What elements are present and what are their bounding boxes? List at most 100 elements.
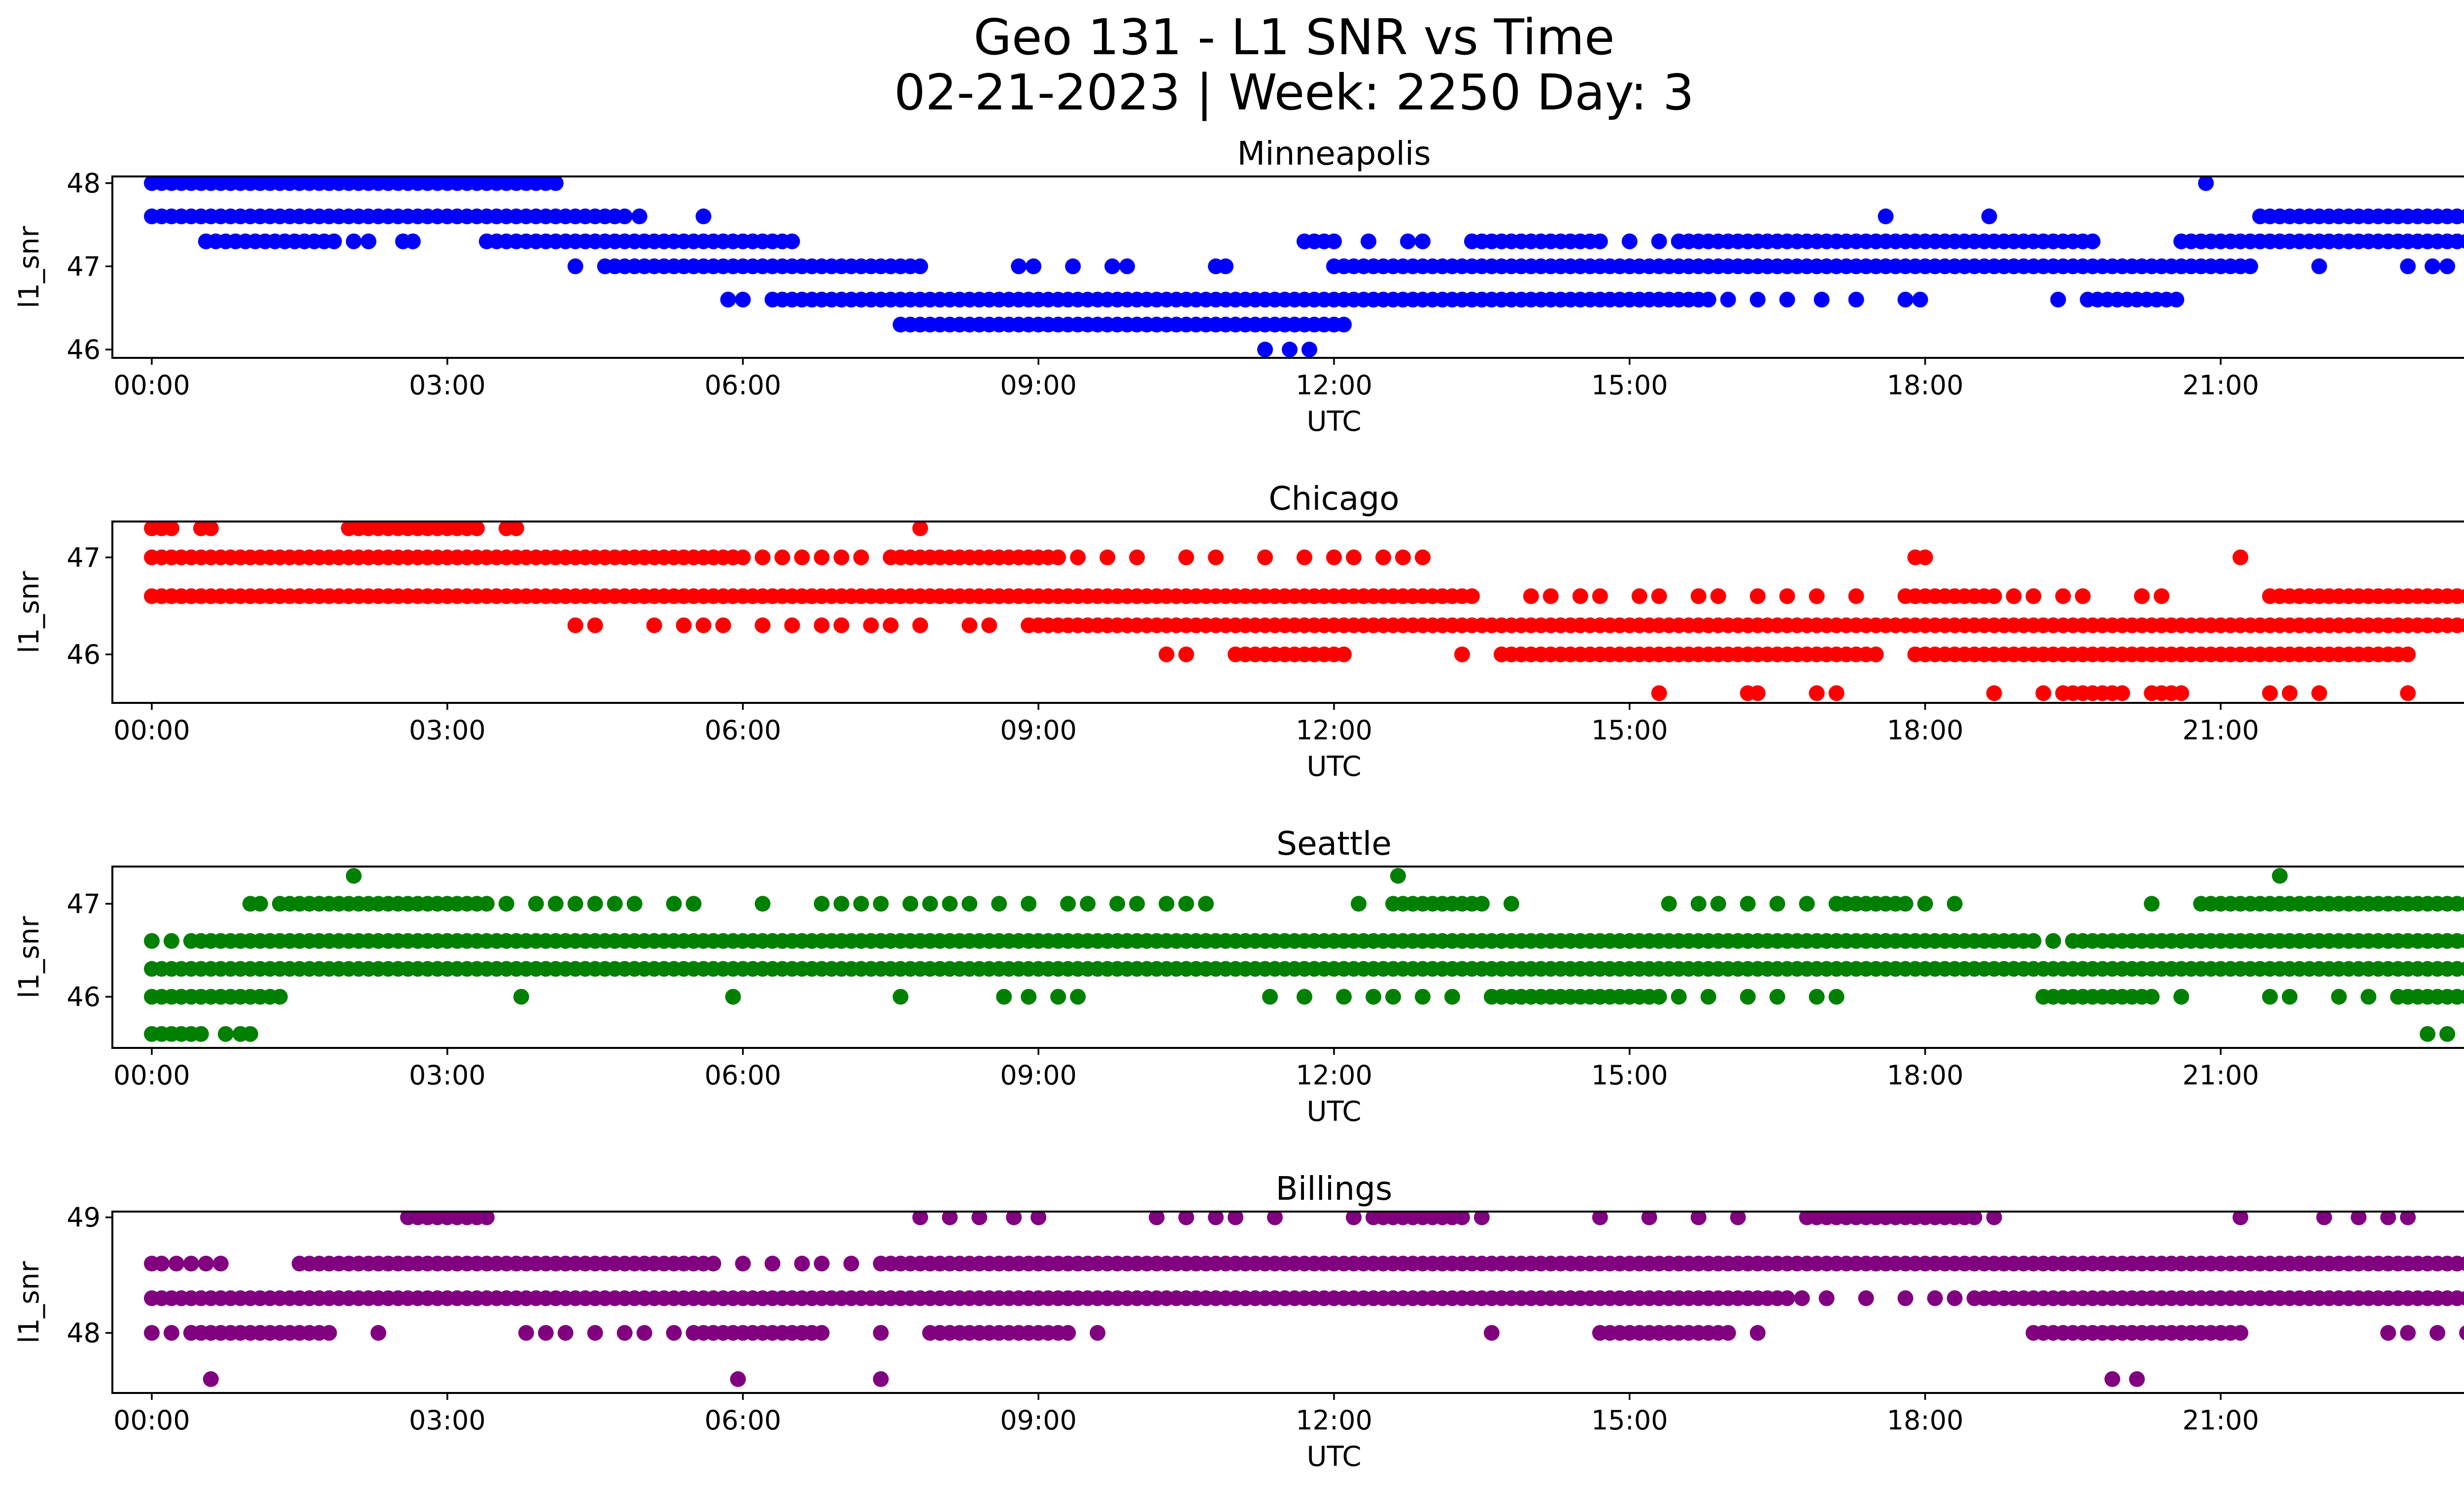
scatter-point: [164, 522, 179, 536]
scatter-point: [1828, 989, 1845, 1005]
scatter-point: [1395, 549, 1411, 565]
y-tick-label: 46: [67, 334, 101, 365]
y-axis-label: l1_snr: [13, 916, 45, 999]
scatter-point: [735, 1255, 751, 1272]
scatter-point: [2459, 989, 2464, 1004]
panel-billings: Billings 00:00 03:00 06:00 09:00 12:00 15:00 18…: [13, 1170, 2464, 1473]
scatter-point: [2075, 588, 2091, 604]
scatter-point: [1301, 342, 1317, 358]
scatter-point: [567, 258, 583, 275]
scatter-point: [971, 1212, 988, 1225]
scatter-point: [2035, 685, 2052, 701]
scatter-point: [1346, 549, 1362, 565]
scatter-point: [326, 233, 342, 249]
scatter-point: [1257, 342, 1273, 358]
scatter-point: [1651, 588, 1667, 604]
scatter-point: [1080, 896, 1096, 912]
scatter-point: [892, 989, 909, 1005]
scatter-point: [1109, 896, 1126, 912]
scatter-point: [1400, 233, 1416, 249]
scatter-point: [1129, 896, 1145, 912]
scatter-point: [2459, 896, 2464, 911]
x-tick-label: 09:00: [1000, 1060, 1077, 1091]
scatter-point: [1740, 896, 1756, 912]
x-axis-label: UTC: [1306, 406, 1361, 438]
x-tick-label: 03:00: [409, 715, 486, 746]
scatter-point: [1070, 989, 1086, 1005]
scatter-point: [1651, 989, 1667, 1005]
scatter-point: [2380, 1212, 2396, 1225]
scatter-point: [2400, 258, 2416, 275]
scatter-point: [2114, 685, 2130, 701]
scatter-point: [1454, 646, 1470, 662]
scatter-point: [567, 617, 583, 633]
scatter-point: [203, 1371, 219, 1387]
scatter-point: [479, 1212, 495, 1225]
scatter-point: [912, 1212, 928, 1225]
scatter-point: [1720, 291, 1736, 308]
scatter-point: [1769, 896, 1785, 912]
scatter-point: [2420, 1026, 2436, 1042]
x-tick-label: 03:00: [409, 1405, 486, 1436]
scatter-point: [2144, 896, 2160, 912]
scatter-point: [557, 1325, 574, 1341]
scatter-point: [1070, 549, 1086, 565]
scatter-point: [1730, 1212, 1746, 1225]
scatter-point: [1917, 896, 1933, 912]
scatter-point: [1026, 258, 1042, 275]
scatter-point: [1297, 549, 1312, 565]
scatter-point: [1282, 342, 1298, 358]
figure-title-line-1: Geo 131 - L1 SNR vs Time: [974, 8, 1615, 66]
scatter-point: [996, 989, 1012, 1005]
scatter-point: [1228, 1212, 1244, 1225]
scatter-point: [902, 896, 919, 912]
x-tick-label: 15:00: [1591, 1060, 1668, 1091]
scatter-point: [1149, 1212, 1165, 1225]
scatter-point: [607, 896, 623, 912]
scatter-point: [1700, 989, 1716, 1005]
scatter-point: [1848, 588, 1864, 604]
scatter-point: [961, 896, 978, 912]
scatter-point: [2439, 1026, 2456, 1042]
scatter-point: [794, 549, 810, 565]
scatter-point: [912, 258, 928, 275]
scatter-point: [2459, 589, 2464, 604]
scatter-point: [1390, 868, 1406, 884]
scatter-point: [1740, 989, 1756, 1005]
scatter-point: [469, 522, 485, 536]
y-tick-label: 49: [67, 1202, 101, 1233]
scatter-point: [1897, 1290, 1914, 1306]
x-tick-label: 12:00: [1296, 1405, 1372, 1436]
scatter-point: [1814, 291, 1830, 308]
scatter-point: [720, 291, 736, 308]
scatter-point: [833, 549, 850, 565]
scatter-point: [1947, 1290, 1963, 1306]
scatter-point: [1828, 685, 1845, 701]
scatter-point: [1700, 291, 1716, 308]
scatter-point: [144, 933, 160, 949]
scatter-point: [1818, 1290, 1835, 1306]
scatter-point: [1710, 896, 1726, 912]
scatter-point: [695, 209, 712, 224]
scatter-point: [1779, 588, 1795, 604]
scatter-point: [1592, 233, 1608, 249]
scatter-points: [144, 868, 2464, 1042]
scatter-point: [942, 1212, 958, 1225]
scatter-point: [1060, 896, 1076, 912]
scatter-point: [1981, 209, 1997, 224]
scatter-point: [2262, 989, 2278, 1005]
scatter-point: [676, 617, 692, 633]
scatter-point: [1661, 896, 1677, 912]
scatter-point: [1592, 588, 1608, 604]
x-tick-label: 00:00: [113, 1060, 190, 1091]
scatter-point: [538, 1325, 554, 1341]
scatter-point: [1917, 549, 1933, 565]
scatter-point: [1050, 989, 1066, 1005]
scatter-point: [1361, 233, 1376, 249]
scatter-point: [1912, 291, 1928, 308]
scatter-point: [1267, 1212, 1283, 1225]
x-tick-label: 06:00: [705, 1405, 782, 1436]
scatter-point: [2050, 291, 2066, 308]
scatter-point: [2242, 258, 2259, 275]
